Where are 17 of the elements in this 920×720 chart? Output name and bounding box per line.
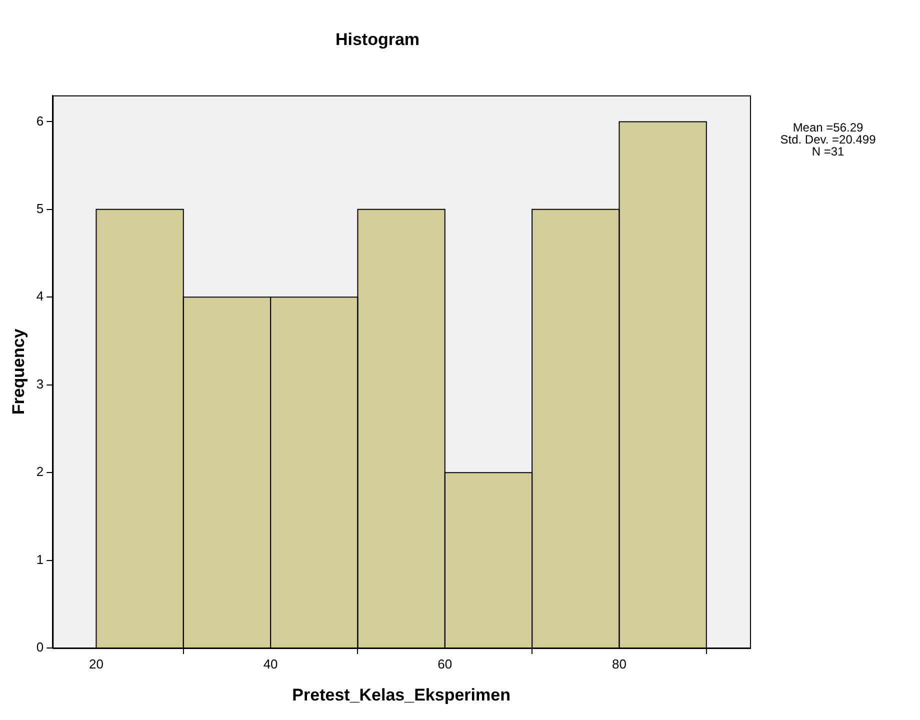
y-tick-label: 3: [36, 376, 44, 392]
x-axis-title: Pretest_Kelas_Eksperimen: [292, 685, 510, 704]
x-tick-label: 80: [612, 656, 626, 672]
chart-title: Histogram: [335, 30, 420, 49]
x-tick-label: 60: [438, 656, 452, 672]
y-tick-label: 6: [36, 113, 44, 128]
text: Mean =56.29: [792, 120, 864, 135]
x-tick-label: 20: [88, 656, 104, 672]
text: Std. Dev. =20.499: [780, 132, 876, 147]
y-tick-label: 0: [36, 640, 44, 655]
y-tick-label: 1: [36, 552, 44, 567]
y-tick-label: 5: [36, 201, 44, 216]
y-tick-label: 4: [36, 288, 44, 304]
y-axis-title: Frequency: [8, 328, 28, 415]
text: N =31: [812, 144, 844, 159]
x-tick-label: 40: [263, 656, 278, 672]
y-tick-label: 2: [36, 464, 44, 480]
